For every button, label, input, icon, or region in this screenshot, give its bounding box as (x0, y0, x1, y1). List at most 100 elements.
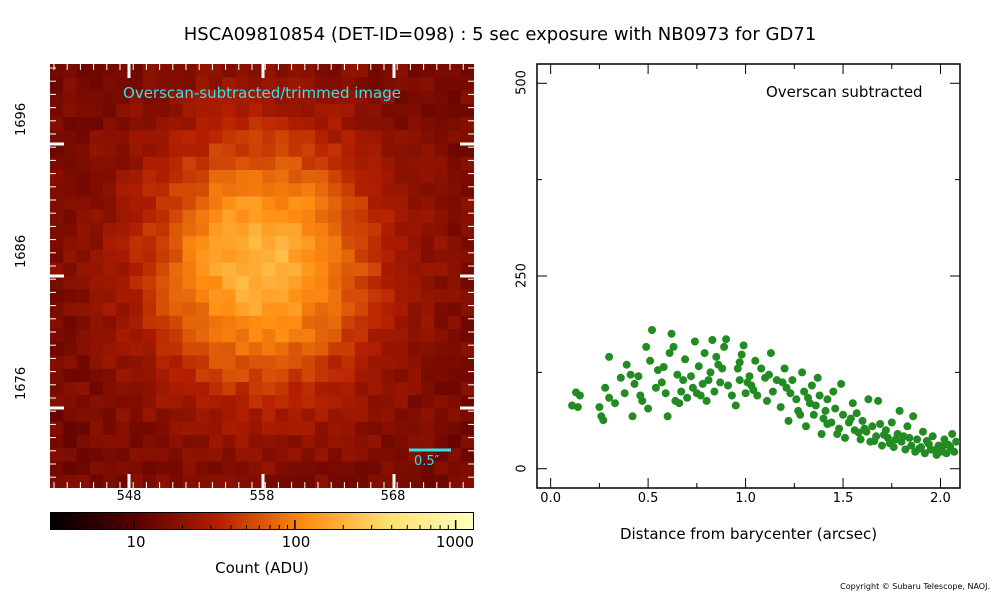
heatmap-pixel (116, 302, 131, 317)
heatmap-pixel (76, 117, 91, 131)
heatmap-pixel (434, 236, 449, 251)
heatmap-pixel (182, 236, 197, 251)
heatmap-pixel (63, 315, 78, 330)
scatter-point (698, 379, 707, 388)
heatmap-pixel (129, 77, 144, 92)
heatmap-pixel (434, 130, 449, 145)
heatmap-pixel (248, 315, 263, 330)
scatter-point (716, 378, 725, 387)
main-title: HSCA09810854 (DET-ID=098) : 5 sec exposu… (183, 24, 817, 45)
scatter-point (702, 396, 711, 405)
heatmap-pixel (76, 103, 91, 118)
heatmap-pixel (142, 262, 157, 277)
heatmap-pixel (328, 342, 343, 357)
heatmap-pixel (381, 289, 396, 304)
heatmap-pixel (50, 408, 64, 423)
heatmap-pixel (222, 302, 237, 317)
heatmap-pixel (63, 90, 78, 105)
heatmap-pixel (381, 209, 396, 224)
heatmap-pixel (142, 209, 157, 224)
colorbar-ticks (50, 520, 457, 530)
heatmap-pixel (381, 249, 396, 264)
heatmap-pixel (354, 276, 369, 290)
heatmap-pixel (301, 395, 316, 410)
scatter-point (667, 329, 676, 338)
heatmap-pixel (288, 408, 303, 423)
heatmap-pixel (368, 329, 382, 343)
heatmap-pixel (262, 130, 276, 145)
heatmap-pixel (328, 209, 343, 224)
heatmap-pixel (288, 236, 303, 251)
heatmap-pixel (288, 342, 303, 357)
heatmap-pixel (275, 302, 290, 317)
heatmap-pixel (248, 435, 263, 449)
heatmap-pixel (248, 382, 263, 396)
scatter-point (663, 412, 672, 421)
heatmap-pixel (142, 223, 157, 237)
heatmap-pixel (341, 262, 356, 277)
heatmap-pixel (248, 156, 263, 171)
heatmap-pixel (394, 183, 409, 198)
heatmap-pixel (275, 368, 290, 383)
heatmap-pixel (434, 408, 449, 423)
heatmap-pixel (248, 368, 263, 383)
heatmap-pixel (248, 395, 263, 410)
heatmap-pixel (248, 77, 263, 92)
scatter-point (952, 437, 961, 446)
heatmap-pixel (315, 448, 329, 463)
heatmap-pixel (129, 249, 144, 264)
heatmap-pixel (63, 262, 78, 277)
scatter-point (817, 430, 826, 438)
heatmap-pixel (169, 448, 184, 463)
heatmap-pixel (288, 143, 303, 158)
heatmap-pixel (248, 421, 263, 436)
scatter-point (815, 391, 824, 400)
heatmap-pixel (421, 130, 435, 145)
heatmap-pixel (63, 355, 78, 370)
heatmap-pixel (381, 196, 396, 211)
heatmap-pixel (447, 196, 462, 211)
heatmap-pixel (116, 90, 131, 105)
heatmap-pixel (354, 395, 369, 410)
scatter-point (731, 401, 740, 410)
heatmap-pixel (447, 302, 462, 317)
heatmap-pixel (50, 461, 64, 476)
heatmap-pixel (407, 77, 422, 92)
heatmap-pixel (421, 103, 435, 118)
heatmap-pixel (142, 302, 157, 317)
scatter-point (819, 414, 828, 423)
heatmap-pixel (381, 130, 396, 145)
scatter-point (778, 378, 787, 387)
heatmap-pixel (248, 262, 263, 277)
heatmap-pixel (368, 196, 382, 211)
heatmap-pixel (63, 276, 78, 290)
scatter-point (661, 389, 670, 398)
heatmap-pixel (103, 302, 117, 317)
heatmap-pixel (315, 342, 329, 357)
heatmap-pixel (421, 209, 435, 224)
scatter-point (766, 349, 775, 358)
heatmap-pixel (63, 289, 78, 304)
scatter-point (712, 352, 721, 361)
heatmap-pixel (460, 461, 474, 476)
heatmap-pixel (434, 77, 449, 92)
heatmap-pixel (169, 143, 184, 158)
heatmap-pixel (156, 90, 170, 105)
heatmap-pixel (368, 382, 382, 396)
heatmap-pixel (460, 382, 474, 396)
scatter-point (915, 444, 924, 453)
heatmap-pixel (421, 382, 435, 396)
heatmap-pixel (447, 276, 462, 290)
heatmap-pixel (116, 395, 131, 410)
heatmap-pixel (262, 408, 276, 423)
heatmap-pixel (341, 196, 356, 211)
heatmap-pixel (407, 474, 422, 488)
heatmap-pixel (315, 315, 329, 330)
heatmap-pixel (421, 448, 435, 463)
scatter-point (669, 342, 678, 351)
scatter-point (878, 441, 886, 450)
heatmap-pixel (89, 236, 104, 251)
heatmap-pixel (407, 329, 422, 343)
heatmap-pixel (328, 236, 343, 251)
heatmap-pixel (222, 355, 237, 370)
